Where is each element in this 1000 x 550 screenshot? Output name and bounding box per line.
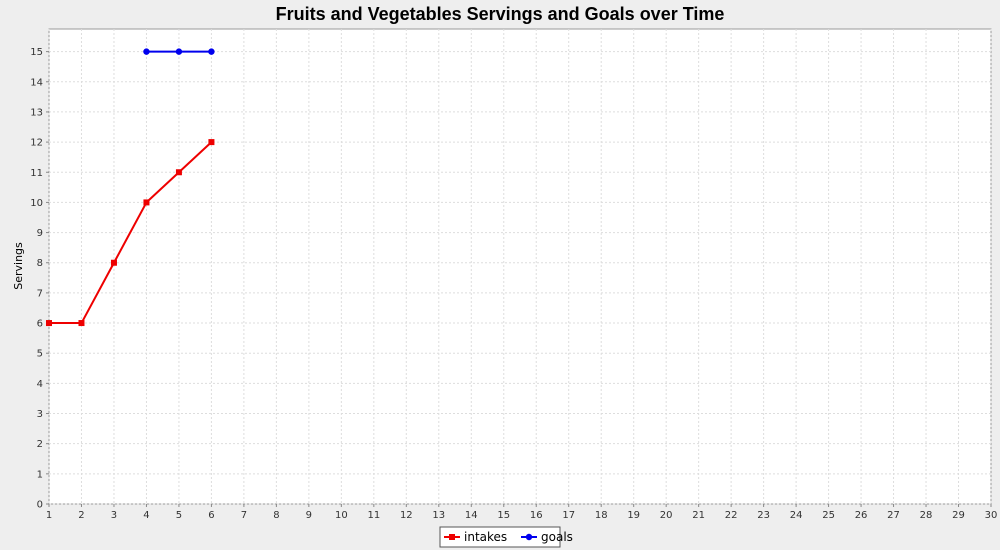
x-tick-label: 10 [335, 510, 348, 521]
y-tick-label: 5 [37, 349, 43, 360]
legend-marker-intakes [449, 534, 455, 540]
series-line-intakes [49, 141, 213, 325]
x-tick-label: 27 [887, 510, 900, 521]
plot-area [48, 28, 992, 505]
x-tick-label: 16 [530, 510, 543, 521]
legend-label-intakes: intakes [464, 530, 507, 544]
x-tick-label: 11 [367, 510, 380, 521]
data-point-goals [208, 48, 215, 55]
x-tick-label: 24 [790, 510, 803, 521]
x-tick-label: 15 [497, 510, 510, 521]
y-axis-label: Servings [12, 242, 25, 290]
data-point-intakes [208, 139, 215, 146]
y-tick-label: 6 [37, 319, 43, 330]
x-tick-label: 2 [78, 510, 84, 521]
y-tick-label: 1 [37, 469, 43, 480]
data-point-intakes [143, 199, 150, 206]
x-tick-label: 18 [595, 510, 608, 521]
legend: intakes goals [439, 526, 573, 548]
x-tick-label: 30 [985, 510, 998, 521]
data-point-intakes [46, 320, 52, 327]
y-tick-label: 12 [30, 138, 43, 149]
x-tick-label: 21 [692, 510, 705, 521]
x-tick-label: 22 [725, 510, 738, 521]
axes: 1 2 3 4 5 6 7 8 9 10 11 12 13 14 15 16 17 18 19 20 21 22 23 24 2… [30, 47, 997, 521]
y-tick-label: 4 [37, 379, 43, 390]
x-tick-label: 3 [111, 510, 117, 521]
x-tick-label: 4 [143, 510, 149, 521]
legend-marker-goals [525, 533, 533, 541]
y-tick-label: 0 [37, 500, 43, 511]
x-tick-label: 12 [400, 510, 413, 521]
x-tick-label: 8 [273, 510, 279, 521]
y-tick-label: 11 [30, 168, 43, 179]
series-layer [46, 48, 215, 327]
y-tick-label: 9 [37, 228, 43, 239]
x-tick-label: 6 [208, 510, 214, 521]
grid [48, 29, 992, 505]
data-point-intakes [175, 169, 182, 176]
y-tick-label: 8 [37, 258, 43, 269]
x-tick-label: 25 [822, 510, 835, 521]
data-point-goals [143, 48, 150, 55]
y-tick-label: 13 [30, 107, 43, 118]
legend-label-goals: goals [541, 530, 573, 544]
x-tick-label: 20 [660, 510, 673, 521]
x-tick-label: 1 [46, 510, 52, 521]
y-tick-label: 10 [30, 198, 43, 209]
data-point-intakes [78, 320, 85, 327]
x-tick-label: 14 [465, 510, 478, 521]
y-tick-label: 2 [37, 439, 43, 450]
x-tick-label: 9 [306, 510, 312, 521]
y-tick-label: 14 [30, 77, 43, 88]
x-tick-label: 23 [757, 510, 770, 521]
y-tick-label: 15 [30, 47, 43, 58]
x-tick-label: 7 [241, 510, 247, 521]
x-tick-label: 28 [920, 510, 933, 521]
x-tick-label: 29 [952, 510, 965, 521]
y-tick-label: 3 [37, 409, 43, 420]
legend-box [439, 526, 561, 548]
x-tick-label: 13 [432, 510, 445, 521]
x-tick-label: 19 [627, 510, 640, 521]
x-tick-label: 17 [562, 510, 575, 521]
x-tick-label: 5 [176, 510, 182, 521]
data-point-goals [175, 48, 183, 55]
y-tick-label: 7 [37, 288, 43, 299]
x-tick-label: 26 [855, 510, 868, 521]
data-point-intakes [110, 259, 117, 266]
chart-title: Fruits and Vegetables Servings and Goals… [276, 4, 725, 24]
